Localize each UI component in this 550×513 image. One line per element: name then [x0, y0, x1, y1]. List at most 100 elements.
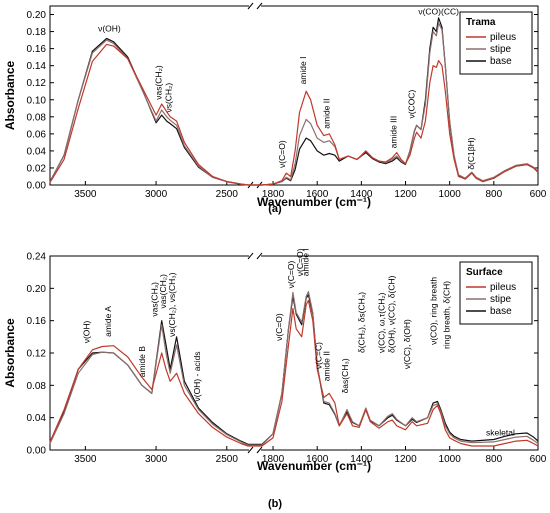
peak-annotation: ν(C=O) [286, 261, 296, 289]
x-tick-label: 800 [485, 189, 502, 200]
chart-panel-a: 0.00 0.02 0.04 0.06 0.08 0.10 0.12 0.14 0.16 0.18… [3, 2, 547, 215]
y-axis-label: Absorbance [3, 318, 17, 388]
x-tick-label: 2500 [216, 189, 239, 200]
peak-annotation: δ(C1βH) [466, 137, 476, 169]
peak-annotation: ν(C=O) [277, 140, 287, 168]
series-group [49, 17, 539, 186]
x-tick-label: 3000 [145, 189, 168, 200]
legend-box [459, 261, 533, 325]
peak-annotation: ν(OH) [82, 320, 92, 343]
x-axis-label: Wavenumber (cm⁻¹) [257, 195, 371, 209]
panel-caption: (b) [268, 498, 282, 510]
y-tick-label: 0.00 [27, 446, 47, 457]
axis-break-mask [249, 253, 261, 259]
series-line-pileus [49, 299, 539, 447]
x-tick-label: 1200 [394, 189, 417, 200]
peak-annotation: δ(CH₂), δs(CH₃) [357, 292, 367, 353]
x-tick-label: 1800 [262, 454, 285, 465]
x-tick-label: 3500 [74, 189, 97, 200]
legend-title: Trama [466, 17, 496, 28]
x-tick-label: 2500 [216, 454, 239, 465]
axis-break-mask [249, 3, 261, 9]
y-tick-label: 0.18 [27, 27, 47, 38]
axis-break-mark [247, 2, 254, 10]
y-tick-label: 0.12 [27, 349, 47, 360]
peak-annotation: ν(C=C) [314, 342, 324, 369]
peak-annotation: ν(CO), ring breath [428, 277, 438, 345]
peak-annotation: νs(CH₂) [164, 83, 174, 113]
x-tick-label: 3500 [74, 454, 97, 465]
peak-annotation: ν(C=O) [295, 248, 305, 276]
y-tick-label: 0.20 [27, 284, 47, 295]
peak-annotation: ν(OH) - acids [192, 351, 202, 401]
peak-annotation: amide II [321, 351, 331, 381]
x-tick-label: 1600 [306, 454, 329, 465]
legend-title: Surface [466, 267, 503, 278]
axis-break-mark [256, 252, 263, 260]
x-tick-label: 1800 [262, 189, 285, 200]
peak-annotation: ν(OH) [98, 24, 121, 34]
legend-label-pileus: pileus [490, 32, 516, 43]
plot-frame [49, 5, 539, 186]
axis-break-mark [256, 2, 263, 10]
peak-annotation: amide A [103, 306, 113, 337]
axis-break-mark [247, 446, 254, 454]
y-tick-label: 0.00 [27, 181, 47, 192]
peak-annotation: amide II [321, 98, 331, 128]
axis-break-mark [247, 252, 254, 260]
series-line-stipe [49, 291, 539, 446]
peak-annotation: νs(CH₂), νs(CH₃) [167, 272, 177, 337]
peak-annotation: ring breath, δ(CH) [442, 281, 452, 349]
legend-label-pileus: pileus [490, 282, 516, 293]
y-tick-label: 0.20 [27, 10, 47, 21]
y-tick-label: 0.10 [27, 95, 47, 106]
y-tick-label: 0.08 [27, 381, 47, 392]
legend-label-stipe: stipe [490, 44, 512, 55]
peak-annotation: amide I [298, 57, 308, 85]
series-line-base [49, 294, 539, 445]
y-tick-label: 0.04 [27, 413, 47, 424]
x-tick-label: 1600 [306, 189, 329, 200]
peak-annotation: δ(OH), ν(CC), δ(CH) [386, 275, 396, 353]
x-tick-label: 1400 [350, 454, 373, 465]
legend-label-base: base [490, 56, 512, 67]
x-tick-label: 600 [530, 189, 547, 200]
x-axis-label: Wavenumber (cm⁻¹) [257, 459, 371, 473]
peak-annotation: skeletal [486, 427, 515, 437]
y-tick-label: 0.24 [27, 252, 47, 263]
x-tick-label: 600 [530, 454, 547, 465]
y-tick-label: 0.14 [27, 61, 47, 72]
x-tick-label: 800 [485, 454, 502, 465]
peak-annotation: νas(CH₃) [149, 282, 159, 317]
peak-annotation: amide I [300, 248, 310, 276]
peak-annotation: ν(COC) [406, 90, 416, 119]
y-tick-label: 0.12 [27, 78, 47, 89]
legend-label-stipe: stipe [490, 294, 512, 305]
chart-panel-b: 0.00 0.04 0.08 0.12 0.16 0.20 0.24 3500 3000 2500… [3, 248, 547, 510]
legend-label-base: base [490, 306, 512, 317]
x-tick-label: 3000 [145, 454, 168, 465]
peak-annotation: amide B [137, 346, 147, 378]
peak-annotation: δas(CH₃) [340, 358, 350, 393]
x-tick-label: 1000 [439, 189, 462, 200]
y-tick-label: 0.16 [27, 316, 47, 327]
peak-annotation: νas(CH₂) [154, 65, 164, 100]
y-axis-label: Absorbance [3, 61, 17, 131]
peak-annotation: ν(CC), δ(OH) [402, 319, 412, 369]
axis-break-mark [256, 446, 263, 454]
y-tick-label: 0.08 [27, 112, 47, 123]
x-tick-label: 1400 [350, 189, 373, 200]
series-line-pileus [49, 43, 539, 186]
y-tick-label: 0.02 [27, 163, 47, 174]
x-tick-label: 1000 [439, 454, 462, 465]
peak-annotation: ν(CC), ω,τ(CH₂) [377, 292, 387, 353]
peak-annotation: ν(CO)(CC) [418, 7, 459, 17]
peak-annotation: νas(CH₂) [158, 274, 168, 309]
y-tick-label: 0.04 [27, 146, 47, 157]
legend-box [459, 11, 533, 75]
x-tick-label: 1200 [394, 454, 417, 465]
y-tick-label: 0.16 [27, 44, 47, 55]
peak-annotation: ν(C=O) [274, 313, 284, 341]
peak-annotation: amide III [389, 116, 399, 149]
